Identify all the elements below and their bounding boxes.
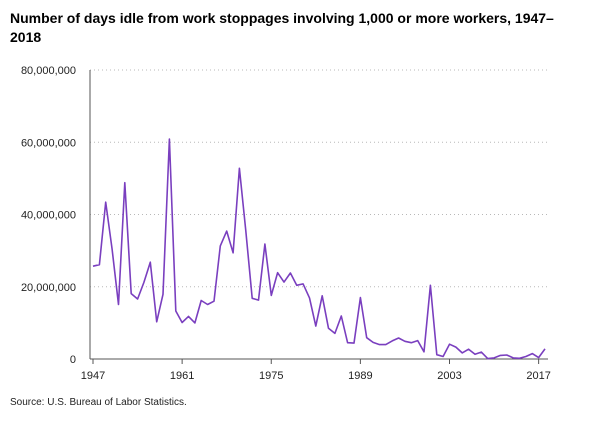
x-tick-label: 1975: [259, 370, 283, 382]
data-point: [474, 353, 476, 355]
data-point: [321, 295, 323, 297]
data-point: [283, 281, 285, 283]
data-point: [467, 348, 469, 350]
data-point: [346, 342, 348, 344]
data-point: [276, 272, 278, 274]
data-point: [461, 352, 463, 354]
data-point: [238, 167, 240, 169]
data-point: [442, 355, 444, 357]
data-point: [417, 339, 419, 341]
data-point: [436, 354, 438, 356]
data-point: [531, 352, 533, 354]
data-point: [187, 315, 189, 317]
data-point: [340, 315, 342, 317]
x-tick-label: 1961: [170, 370, 194, 382]
data-point: [226, 230, 228, 232]
data-point: [232, 252, 234, 254]
data-point: [499, 354, 501, 356]
data-point: [359, 296, 361, 298]
data-point: [111, 248, 113, 250]
y-tick-label: 0: [70, 354, 76, 366]
y-tick-label: 20,000,000: [21, 282, 76, 294]
data-point: [296, 284, 298, 286]
data-point: [327, 327, 329, 329]
data-point: [162, 293, 164, 295]
x-tick-label: 1947: [81, 370, 105, 382]
data-point: [410, 342, 412, 344]
data-point: [181, 321, 183, 323]
data-point: [455, 346, 457, 348]
data-point: [404, 340, 406, 342]
data-point: [391, 340, 393, 342]
data-point: [493, 357, 495, 359]
y-tick-label: 40,000,000: [21, 210, 76, 222]
chart-title: Number of days idle from work stoppages …: [10, 10, 554, 45]
data-point: [194, 322, 196, 324]
data-point: [168, 138, 170, 140]
data-point: [372, 341, 374, 343]
data-point: [130, 292, 132, 294]
series-line: [92, 138, 546, 360]
data-point: [105, 201, 107, 203]
data-point: [219, 245, 221, 247]
data-point: [308, 297, 310, 299]
data-point: [429, 284, 431, 286]
data-point: [544, 348, 546, 350]
data-point: [143, 281, 145, 283]
data-point: [149, 261, 151, 263]
y-tick-label: 60,000,000: [21, 137, 76, 149]
data-point: [366, 337, 368, 339]
data-point: [423, 351, 425, 353]
x-tick-label: 2017: [526, 370, 550, 382]
data-point: [302, 283, 304, 285]
data-point: [98, 264, 100, 266]
data-point: [213, 300, 215, 302]
source-note: Source: U.S. Bureau of Labor Statistics.: [10, 397, 187, 408]
data-point: [156, 321, 158, 323]
data-point: [480, 351, 482, 353]
data-point: [378, 343, 380, 345]
data-point: [537, 356, 539, 358]
data-point: [397, 337, 399, 339]
data-point: [136, 298, 138, 300]
data-point: [117, 303, 119, 305]
data-point: [512, 357, 514, 359]
data-point: [518, 357, 520, 359]
data-point: [270, 294, 272, 296]
data-point: [525, 355, 527, 357]
data-point: [289, 272, 291, 274]
data-point: [487, 357, 489, 359]
data-point: [206, 303, 208, 305]
data-point: [264, 243, 266, 245]
x-tick-label: 2003: [437, 370, 461, 382]
data-point: [175, 310, 177, 312]
x-tick-label: 1989: [348, 370, 372, 382]
data-point: [506, 354, 508, 356]
data-point: [200, 299, 202, 301]
data-point: [245, 230, 247, 232]
data-point: [448, 343, 450, 345]
y-tick-label: 80,000,000: [21, 65, 76, 77]
data-point: [315, 325, 317, 327]
data-point: [251, 297, 253, 299]
data-point: [124, 182, 126, 184]
data-point: [334, 332, 336, 334]
data-point: [353, 342, 355, 344]
data-point: [257, 299, 259, 301]
data-point: [92, 265, 94, 267]
data-point: [385, 343, 387, 345]
